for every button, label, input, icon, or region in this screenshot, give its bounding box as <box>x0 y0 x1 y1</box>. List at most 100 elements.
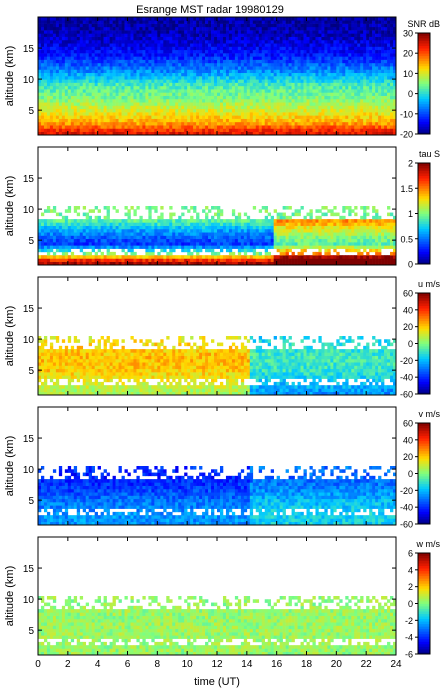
heatmap-cell <box>225 102 230 106</box>
heatmap-cell <box>360 108 364 113</box>
heatmap-cell <box>214 89 218 93</box>
heatmap-cell <box>309 66 313 70</box>
heatmap-cell <box>142 66 146 70</box>
heatmap-cell <box>321 56 325 60</box>
heatmap-cell <box>345 49 349 54</box>
heatmap-cell <box>246 49 251 54</box>
heatmap-cell <box>43 121 48 126</box>
heatmap-cell <box>79 115 84 119</box>
heatmap-cell <box>205 125 209 129</box>
heatmap-cell <box>61 20 66 24</box>
heatmap-cell <box>79 43 84 47</box>
heatmap-cell <box>231 69 236 74</box>
heatmap-cell <box>76 258 81 263</box>
heatmap-cell <box>157 115 161 119</box>
heatmap-cell <box>55 248 60 253</box>
heatmap-cell <box>225 118 230 123</box>
heatmap-cell <box>375 30 379 34</box>
heatmap-cell <box>342 49 346 54</box>
heatmap-cell <box>127 46 131 51</box>
heatmap-cell <box>157 76 161 80</box>
heatmap-cell <box>273 69 277 74</box>
heatmap-cell <box>196 79 200 83</box>
heatmap-cell <box>100 112 104 116</box>
heatmap-cell <box>145 30 149 34</box>
heatmap-cell <box>363 62 367 67</box>
heatmap-cell <box>154 30 158 34</box>
heatmap-cell <box>124 95 128 100</box>
heatmap-cell <box>187 59 191 64</box>
heatmap-cell <box>115 62 119 67</box>
heatmap-cell <box>109 85 113 90</box>
heatmap-cell <box>243 95 248 100</box>
heatmap-cell <box>369 66 373 70</box>
heatmap-cell <box>115 23 119 28</box>
heatmap-cell <box>109 255 113 259</box>
heatmap-cell <box>390 92 394 96</box>
heatmap-cell <box>55 33 60 37</box>
heatmap-cell <box>43 235 48 240</box>
heatmap-cell <box>321 121 325 126</box>
heatmap-cell <box>339 53 343 57</box>
heatmap-cell <box>285 26 289 31</box>
heatmap-cell <box>55 255 60 259</box>
heatmap-cell <box>342 43 346 47</box>
heatmap-cell <box>145 235 149 240</box>
heatmap-cell <box>61 53 66 57</box>
heatmap-cell <box>309 125 313 129</box>
heatmap-cell <box>282 23 286 28</box>
heatmap-cell <box>97 66 101 70</box>
heatmap-cell <box>76 89 81 93</box>
heatmap-cell <box>390 56 394 60</box>
heatmap-cell <box>345 26 349 31</box>
heatmap-cell <box>333 89 337 93</box>
heatmap-cell <box>354 118 358 123</box>
heatmap-cell <box>372 118 376 123</box>
heatmap-cell <box>142 33 146 37</box>
heatmap-cell <box>112 36 116 41</box>
heatmap-cell <box>97 89 101 93</box>
heatmap-cell <box>76 36 81 41</box>
heatmap-cell <box>252 43 257 47</box>
heatmap-cell <box>76 121 81 126</box>
heatmap-cell <box>112 72 116 77</box>
colorbar-segment <box>418 58 430 62</box>
heatmap-cell <box>366 115 370 119</box>
heatmap-cell <box>112 76 116 80</box>
heatmap-cell <box>88 225 92 230</box>
heatmap-cell <box>82 102 87 106</box>
heatmap-cell <box>252 46 257 51</box>
heatmap-cell <box>85 235 90 240</box>
heatmap-cell <box>112 89 116 93</box>
heatmap-cell <box>46 76 51 80</box>
heatmap-cell <box>214 69 218 74</box>
heatmap-cell <box>38 102 42 106</box>
heatmap-cell <box>345 43 349 47</box>
heatmap-cell <box>109 66 113 70</box>
heatmap-cell <box>76 102 81 106</box>
heatmap-cell <box>199 53 203 57</box>
heatmap-cell <box>166 43 170 47</box>
heatmap-cell <box>252 121 257 126</box>
heatmap-cell <box>270 125 274 129</box>
heatmap-cell <box>219 66 224 70</box>
heatmap-cell <box>390 85 394 90</box>
heatmap-cell <box>384 43 388 47</box>
heatmap-cell <box>315 95 319 100</box>
heatmap-cell <box>148 209 152 213</box>
heatmap-cell <box>82 115 87 119</box>
heatmap-cell <box>330 105 334 110</box>
heatmap-cell <box>73 59 78 64</box>
heatmap-cell <box>219 36 224 41</box>
heatmap-cell <box>103 95 107 100</box>
heatmap-cell <box>100 17 104 21</box>
heatmap-cell <box>378 62 382 67</box>
heatmap-cell <box>372 43 376 47</box>
heatmap-cell <box>294 59 298 64</box>
heatmap-cell <box>214 115 218 119</box>
heatmap-cell <box>354 85 358 90</box>
heatmap-cell <box>214 82 218 87</box>
heatmap-cell <box>40 258 45 263</box>
heatmap-cell <box>145 36 149 41</box>
heatmap-cell <box>384 69 388 74</box>
